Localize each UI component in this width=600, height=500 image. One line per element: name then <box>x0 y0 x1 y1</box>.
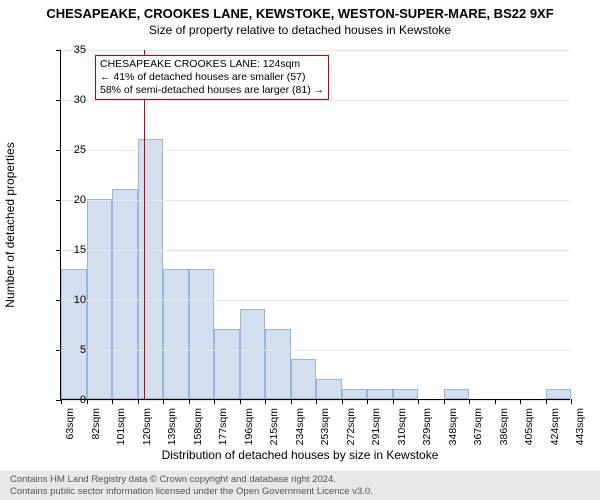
xtick-label: 443sqm <box>574 408 586 445</box>
xtick-label: 215sqm <box>268 408 280 445</box>
gridline <box>61 350 570 351</box>
bar <box>265 329 291 399</box>
footer-line-1: Contains HM Land Registry data © Crown c… <box>10 474 590 485</box>
xtick-mark <box>189 399 190 404</box>
xtick-mark <box>138 399 139 404</box>
xtick-label: 367sqm <box>472 408 484 445</box>
bar <box>138 139 164 399</box>
xtick-mark <box>444 399 445 404</box>
chart-subtitle: Size of property relative to detached ho… <box>0 21 600 37</box>
xtick-label: 234sqm <box>294 408 306 445</box>
bar <box>61 269 87 399</box>
annotation-line-2: ← 41% of detached houses are smaller (57… <box>100 71 324 84</box>
ytick-label: 20 <box>46 194 86 206</box>
bar <box>112 189 138 399</box>
xtick-label: 139sqm <box>166 408 178 445</box>
bar <box>367 389 393 399</box>
xtick-mark <box>316 399 317 404</box>
annotation-line-3: 58% of semi-detached houses are larger (… <box>100 84 324 97</box>
xtick-label: 82sqm <box>90 408 102 440</box>
xtick-mark <box>112 399 113 404</box>
bar <box>316 379 342 399</box>
bar <box>342 389 368 399</box>
gridline <box>61 300 570 301</box>
ytick-label: 5 <box>46 344 86 356</box>
xtick-label: 329sqm <box>421 408 433 445</box>
xtick-label: 120sqm <box>141 408 153 445</box>
xtick-mark <box>291 399 292 404</box>
xtick-mark <box>393 399 394 404</box>
bar <box>189 269 215 399</box>
bar <box>546 389 572 399</box>
xtick-label: 310sqm <box>396 408 408 445</box>
plot-area <box>60 50 570 400</box>
annotation-line-1: CHESAPEAKE CROOKES LANE: 124sqm <box>100 58 324 71</box>
xtick-label: 177sqm <box>217 408 229 445</box>
gridline <box>61 200 570 201</box>
xtick-mark <box>520 399 521 404</box>
xtick-label: 424sqm <box>549 408 561 445</box>
xtick-mark <box>571 399 572 404</box>
xtick-mark <box>163 399 164 404</box>
bar <box>291 359 317 399</box>
xtick-label: 291sqm <box>370 408 382 445</box>
xtick-label: 101sqm <box>115 408 127 445</box>
xtick-label: 158sqm <box>192 408 204 445</box>
bar <box>163 269 189 399</box>
gridline <box>61 50 570 51</box>
bar <box>240 309 266 399</box>
xtick-mark <box>265 399 266 404</box>
ytick-label: 15 <box>46 244 86 256</box>
xtick-mark <box>469 399 470 404</box>
xtick-label: 253sqm <box>319 408 331 445</box>
footer: Contains HM Land Registry data © Crown c… <box>0 471 600 500</box>
xtick-label: 272sqm <box>345 408 357 445</box>
ytick-label: 35 <box>46 44 86 56</box>
gridline <box>61 250 570 251</box>
marker-line <box>144 50 145 399</box>
xtick-label: 405sqm <box>523 408 535 445</box>
bars-group <box>61 50 570 399</box>
xtick-label: 348sqm <box>447 408 459 445</box>
ytick-label: 25 <box>46 144 86 156</box>
x-axis-label: Distribution of detached houses by size … <box>0 448 600 462</box>
bar <box>214 329 240 399</box>
xtick-mark <box>546 399 547 404</box>
xtick-label: 63sqm <box>64 408 76 440</box>
y-axis-label: Number of detached properties <box>3 142 17 307</box>
bar <box>393 389 419 399</box>
xtick-mark <box>214 399 215 404</box>
xtick-mark <box>240 399 241 404</box>
xtick-mark <box>87 399 88 404</box>
bar <box>444 389 470 399</box>
ytick-label: 0 <box>46 394 86 406</box>
xtick-label: 386sqm <box>498 408 510 445</box>
gridline <box>61 150 570 151</box>
xtick-mark <box>342 399 343 404</box>
ytick-label: 10 <box>46 294 86 306</box>
xtick-mark <box>367 399 368 404</box>
chart-title: CHESAPEAKE, CROOKES LANE, KEWSTOKE, WEST… <box>0 0 600 21</box>
bar <box>87 199 113 399</box>
xtick-mark <box>418 399 419 404</box>
chart-container: CHESAPEAKE, CROOKES LANE, KEWSTOKE, WEST… <box>0 0 600 500</box>
annotation-box: CHESAPEAKE CROOKES LANE: 124sqm ← 41% of… <box>95 55 329 100</box>
ytick-label: 30 <box>46 94 86 106</box>
xtick-label: 196sqm <box>243 408 255 445</box>
xtick-mark <box>495 399 496 404</box>
footer-line-2: Contains public sector information licen… <box>10 486 590 497</box>
